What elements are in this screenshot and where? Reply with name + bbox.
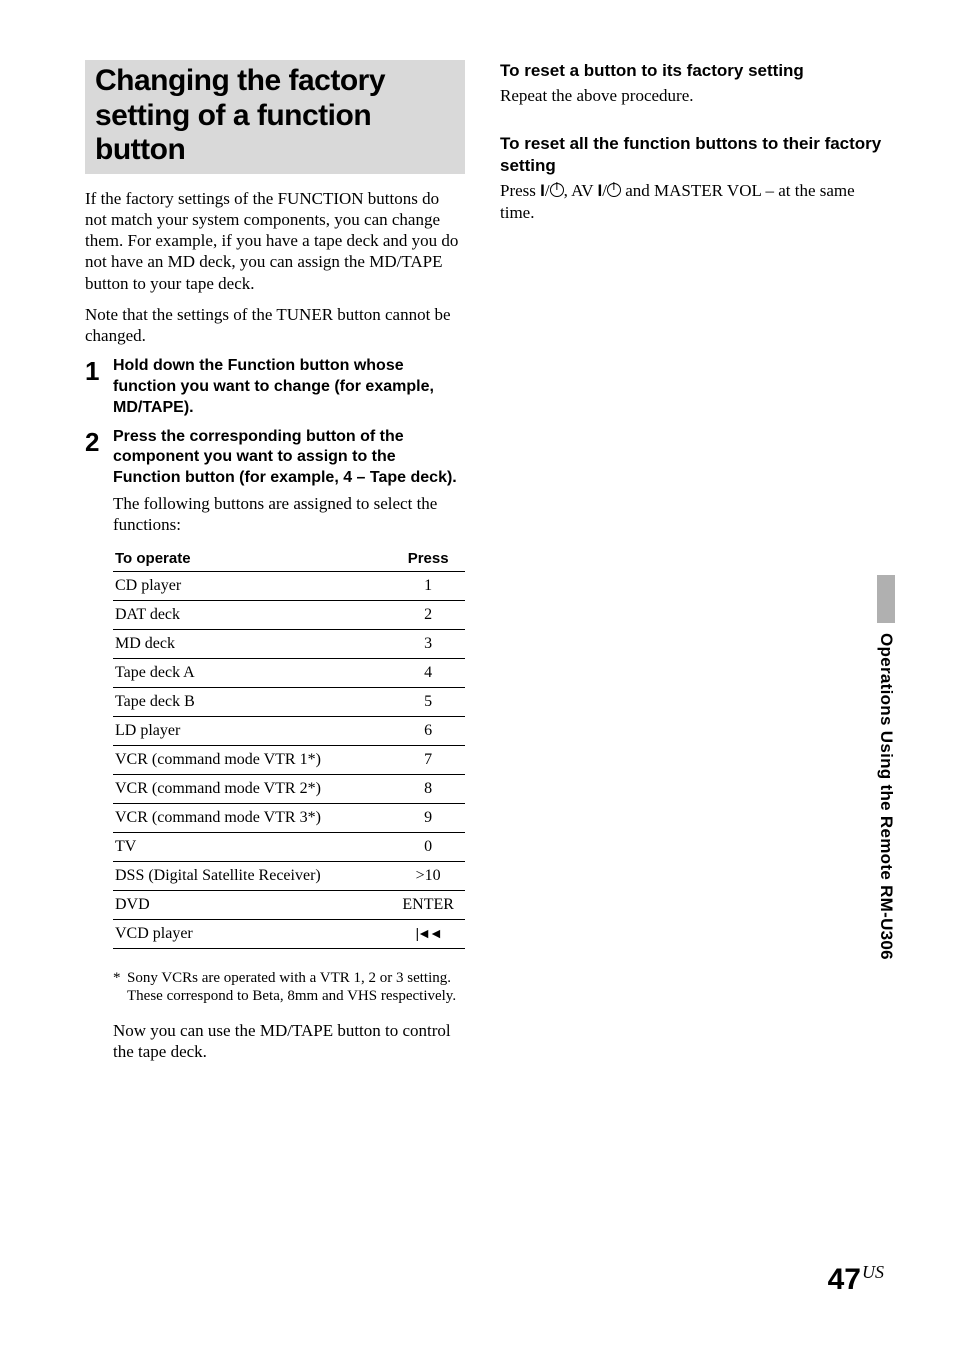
table-cell-press: 8 xyxy=(391,774,465,803)
side-grey-bar xyxy=(877,575,895,623)
table-cell-operate: VCR (command mode VTR 2*) xyxy=(113,774,391,803)
power-icon xyxy=(550,183,564,197)
table-header-press: Press xyxy=(391,546,465,572)
step-2-after: The following buttons are assigned to se… xyxy=(113,493,465,536)
table-cell-operate: VCR (command mode VTR 1*) xyxy=(113,745,391,774)
table-cell-press: 6 xyxy=(391,716,465,745)
power-symbol: I xyxy=(540,181,545,200)
step-2: 2 Press the corresponding button of the … xyxy=(85,427,465,1063)
power-symbol: I xyxy=(598,181,603,200)
step-number: 2 xyxy=(85,427,113,1063)
reset-one-heading: To reset a button to its factory setting xyxy=(500,60,884,82)
table-row: LD player6 xyxy=(113,716,465,745)
reset-all-heading: To reset all the function buttons to the… xyxy=(500,133,884,177)
table-row: DAT deck2 xyxy=(113,600,465,629)
power-icon xyxy=(607,183,621,197)
closing-text: Now you can use the MD/TAPE button to co… xyxy=(113,1020,465,1063)
table-cell-operate: TV xyxy=(113,832,391,861)
table-cell-press: 9 xyxy=(391,803,465,832)
table-row: DVDENTER xyxy=(113,890,465,919)
table-cell-operate: DVD xyxy=(113,890,391,919)
side-vertical-text: Operations Using the Remote RM-U306 xyxy=(876,633,896,960)
section-title-box: Changing the factory setting of a functi… xyxy=(85,60,465,174)
table-cell-press: 2 xyxy=(391,600,465,629)
table-cell-operate: MD deck xyxy=(113,629,391,658)
table-row: VCR (command mode VTR 2*)8 xyxy=(113,774,465,803)
footnote-mark: * xyxy=(113,969,127,1007)
table-cell-operate: DAT deck xyxy=(113,600,391,629)
table-header-operate: To operate xyxy=(113,546,391,572)
table-cell-press: 3 xyxy=(391,629,465,658)
table-row: VCD player |◄◄ xyxy=(113,919,465,948)
table-cell-press: 7 xyxy=(391,745,465,774)
table-cell-press: 0 xyxy=(391,832,465,861)
table-cell-press: 5 xyxy=(391,687,465,716)
intro-paragraph-1: If the factory settings of the FUNCTION … xyxy=(85,188,465,294)
table-row: VCR (command mode VTR 1*)7 xyxy=(113,745,465,774)
table-cell-operate: Tape deck B xyxy=(113,687,391,716)
table-cell-press: >10 xyxy=(391,861,465,890)
table-row: TV0 xyxy=(113,832,465,861)
table-cell-operate: CD player xyxy=(113,571,391,600)
table-cell-press: 4 xyxy=(391,658,465,687)
section-title: Changing the factory setting of a functi… xyxy=(95,64,455,168)
table-row: MD deck3 xyxy=(113,629,465,658)
reset-all-text: Press I/, AV I/ and MASTER VOL – at the … xyxy=(500,180,884,224)
table-row: Tape deck A4 xyxy=(113,658,465,687)
table-cell-operate: DSS (Digital Satellite Receiver) xyxy=(113,861,391,890)
side-tab: Operations Using the Remote RM-U306 xyxy=(876,575,896,960)
intro-paragraph-2: Note that the settings of the TUNER butt… xyxy=(85,304,465,347)
prev-icon: |◄◄ xyxy=(415,925,440,941)
table-cell-operate: VCR (command mode VTR 3*) xyxy=(113,803,391,832)
table-cell-operate: LD player xyxy=(113,716,391,745)
footnote-text: Sony VCRs are operated with a VTR 1, 2 o… xyxy=(127,969,465,1007)
table-row: VCR (command mode VTR 3*)9 xyxy=(113,803,465,832)
table-cell-press: 1 xyxy=(391,571,465,600)
table-row: CD player1 xyxy=(113,571,465,600)
footnote: * Sony VCRs are operated with a VTR 1, 2… xyxy=(113,969,465,1007)
step-1: 1 Hold down the Function button whose fu… xyxy=(85,356,465,418)
table-cell-operate: VCD player xyxy=(113,919,391,948)
step-2-text: Press the corresponding button of the co… xyxy=(113,427,465,489)
table-cell-operate: Tape deck A xyxy=(113,658,391,687)
table-row: DSS (Digital Satellite Receiver)>10 xyxy=(113,861,465,890)
step-number: 1 xyxy=(85,356,113,418)
table-cell-press: ENTER xyxy=(391,890,465,919)
reset-one-text: Repeat the above procedure. xyxy=(500,85,884,107)
step-1-text: Hold down the Function button whose func… xyxy=(113,356,465,418)
operate-press-table: To operate Press CD player1DAT deck2MD d… xyxy=(113,546,465,949)
table-cell-press: |◄◄ xyxy=(391,919,465,948)
page-number: 47US xyxy=(828,1262,884,1297)
table-row: Tape deck B5 xyxy=(113,687,465,716)
